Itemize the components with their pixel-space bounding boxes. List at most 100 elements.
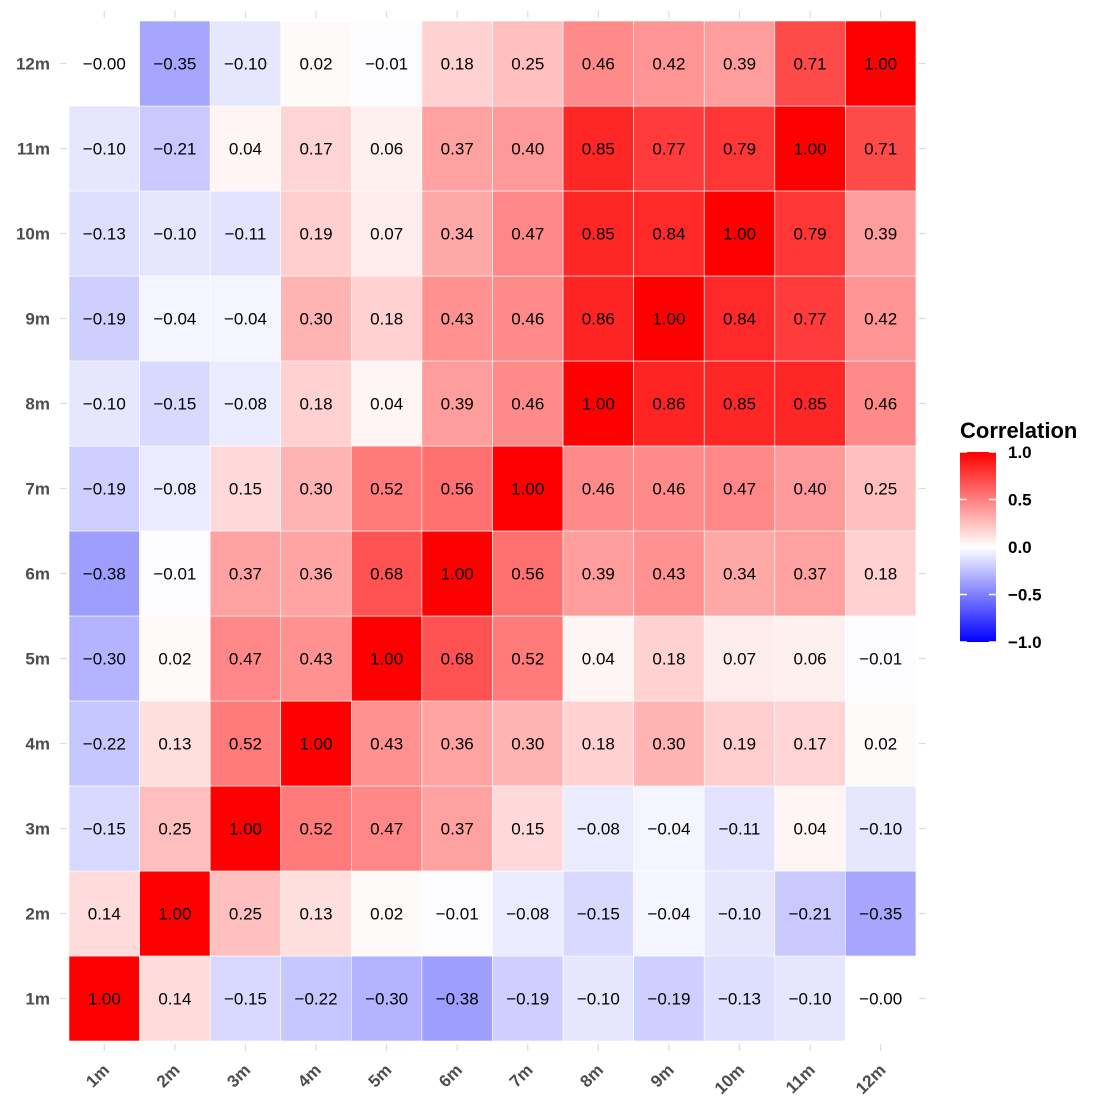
x-tick-label: 2m bbox=[153, 1060, 184, 1091]
heatmap-cell bbox=[562, 20, 634, 107]
x-tick-label: 10m bbox=[711, 1060, 748, 1097]
legend-tick-label: 1.0 bbox=[1008, 443, 1032, 462]
heatmap-cell bbox=[492, 955, 564, 1042]
cell-value-label: −0.35 bbox=[153, 55, 196, 74]
heatmap-cell bbox=[774, 445, 846, 532]
x-tick-label: 11m bbox=[782, 1060, 819, 1097]
heatmap-cell bbox=[845, 870, 917, 957]
cell-value-label: 0.04 bbox=[370, 395, 403, 414]
heatmap-cell bbox=[774, 105, 846, 192]
cell-value-label: 0.34 bbox=[441, 225, 474, 244]
heatmap-cell bbox=[280, 275, 352, 362]
cell-value-label: 1.00 bbox=[158, 905, 191, 924]
cell-value-label: −0.10 bbox=[789, 990, 832, 1009]
cell-value-label: 0.46 bbox=[511, 310, 544, 329]
y-tick-label: 2m bbox=[25, 905, 50, 924]
heatmap-cell bbox=[845, 105, 917, 192]
legend-tick-label: 0.5 bbox=[1008, 491, 1032, 510]
heatmap-cell bbox=[845, 785, 917, 872]
heatmap-cell bbox=[562, 105, 634, 192]
heatmap-cell-labels: 1.00 0.14 −0.15 −0.22 −0.30 −0.38 −0.19 −0.10 −0… bbox=[83, 55, 902, 1009]
heatmap-cell bbox=[209, 190, 282, 277]
heatmap-cell bbox=[209, 105, 282, 192]
heatmap-cell bbox=[139, 700, 211, 787]
cell-value-label: 0.39 bbox=[582, 565, 615, 584]
y-tick-label: 11m bbox=[17, 140, 50, 159]
heatmap-cell bbox=[492, 360, 564, 447]
heatmap-cell bbox=[703, 785, 776, 872]
cell-value-label: −0.35 bbox=[859, 905, 902, 924]
heatmap-cell bbox=[421, 445, 493, 532]
cell-value-label: 0.84 bbox=[723, 310, 756, 329]
heatmap-cell bbox=[492, 615, 564, 702]
cell-value-label: 0.86 bbox=[582, 310, 615, 329]
heatmap-cell bbox=[703, 870, 776, 957]
heatmap-cell bbox=[139, 105, 211, 192]
cell-value-label: 1.00 bbox=[794, 140, 827, 159]
y-tick-label: 7m bbox=[25, 480, 50, 499]
cell-value-label: 0.84 bbox=[652, 225, 685, 244]
heatmap-cell bbox=[351, 445, 423, 532]
heatmap-cell bbox=[633, 445, 705, 532]
heatmap-cell bbox=[633, 530, 705, 617]
heatmap-cell bbox=[351, 190, 423, 277]
legend-tick-label: 0.0 bbox=[1008, 538, 1032, 557]
cell-value-label: 0.13 bbox=[299, 905, 332, 924]
cell-value-label: 0.19 bbox=[723, 735, 756, 754]
heatmap-cells bbox=[68, 20, 917, 1042]
heatmap-cell bbox=[421, 530, 493, 617]
y-tick-label: 12m bbox=[16, 55, 50, 74]
cell-value-label: 0.85 bbox=[723, 395, 756, 414]
heatmap-cell bbox=[562, 955, 634, 1042]
cell-value-label: 0.25 bbox=[511, 55, 544, 74]
cell-value-label: 0.46 bbox=[582, 480, 615, 499]
cell-value-label: 0.52 bbox=[299, 820, 332, 839]
cell-value-label: 0.52 bbox=[229, 735, 262, 754]
heatmap-cell bbox=[139, 785, 211, 872]
cell-value-label: 1.00 bbox=[864, 55, 897, 74]
cell-value-label: 0.85 bbox=[582, 225, 615, 244]
cell-value-label: −0.19 bbox=[83, 310, 126, 329]
cell-value-label: −0.15 bbox=[224, 990, 267, 1009]
heatmap-cell bbox=[68, 105, 140, 192]
cell-value-label: 0.52 bbox=[370, 480, 403, 499]
heatmap-cell bbox=[703, 20, 776, 107]
cell-value-label: 1.00 bbox=[441, 565, 474, 584]
x-axis: 1m 2m 3m 4m 5m 6m 7m 8m 9m 10m 11m 12m bbox=[82, 1060, 889, 1097]
heatmap-cell bbox=[562, 360, 634, 447]
heatmap-cell bbox=[633, 615, 705, 702]
legend-tick-label: −0.5 bbox=[1008, 586, 1042, 605]
heatmap-cell bbox=[421, 360, 493, 447]
cell-value-label: −0.10 bbox=[83, 140, 126, 159]
cell-value-label: 0.37 bbox=[441, 140, 474, 159]
cell-value-label: 0.19 bbox=[299, 225, 332, 244]
heatmap-cell bbox=[845, 20, 917, 107]
x-tick-label: 5m bbox=[365, 1060, 396, 1091]
heatmap-cell bbox=[68, 20, 140, 107]
heatmap-cell bbox=[421, 615, 493, 702]
cell-value-label: 0.40 bbox=[794, 480, 827, 499]
heatmap-cell bbox=[562, 530, 634, 617]
cell-value-label: 0.15 bbox=[511, 820, 544, 839]
cell-value-label: 0.04 bbox=[794, 820, 827, 839]
cell-value-label: 0.18 bbox=[299, 395, 332, 414]
cell-value-label: 1.00 bbox=[652, 310, 685, 329]
heatmap-cell bbox=[492, 870, 564, 957]
cell-value-label: 0.46 bbox=[864, 395, 897, 414]
legend-title: Correlation bbox=[960, 418, 1077, 443]
heatmap-cell bbox=[280, 785, 352, 872]
heatmap-cell bbox=[351, 785, 423, 872]
heatmap-cell bbox=[280, 870, 352, 957]
cell-value-label: 0.04 bbox=[229, 140, 262, 159]
cell-value-label: 1.00 bbox=[299, 735, 332, 754]
heatmap-cell bbox=[703, 615, 776, 702]
x-tick-label: 8m bbox=[576, 1060, 607, 1091]
heatmap-cell bbox=[492, 105, 564, 192]
cell-value-label: 0.47 bbox=[229, 650, 262, 669]
cell-value-label: −0.08 bbox=[224, 395, 267, 414]
cell-value-label: 0.06 bbox=[794, 650, 827, 669]
heatmap-cell bbox=[845, 360, 917, 447]
heatmap-cell bbox=[845, 700, 917, 787]
heatmap-cell bbox=[280, 190, 352, 277]
